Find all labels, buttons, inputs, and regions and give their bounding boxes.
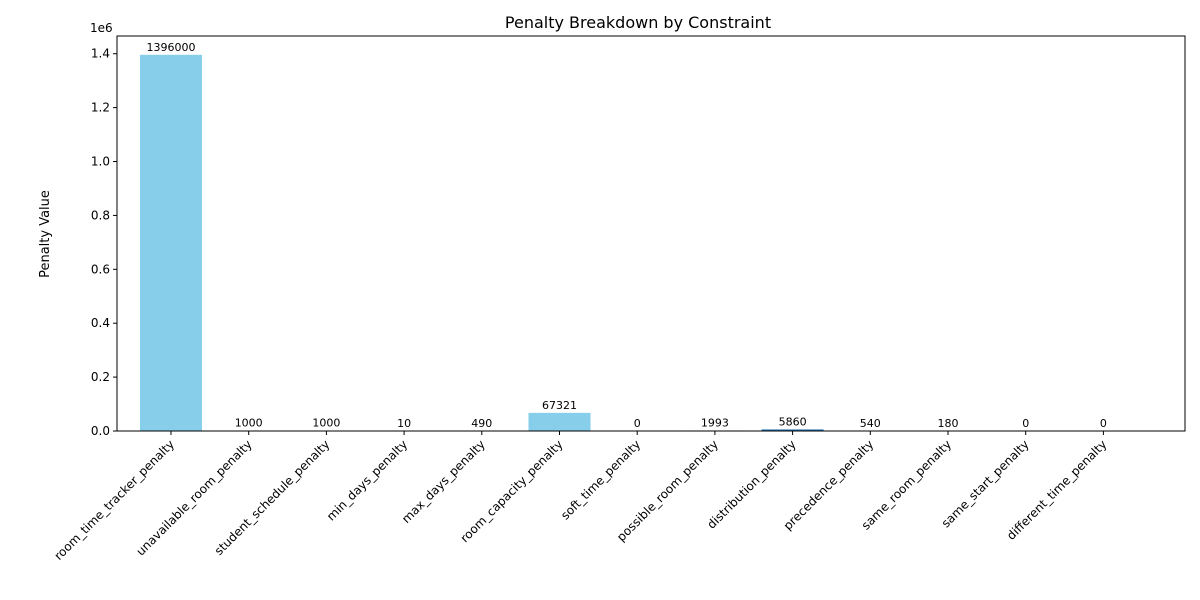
bar-value-label: 1993 <box>701 416 729 429</box>
x-tick-label: min_days_penalty <box>324 437 410 523</box>
x-tick-label: same_start_penalty <box>939 437 1032 530</box>
x-tick-label: distribution_penalty <box>704 437 798 531</box>
bar-value-label: 490 <box>471 417 492 430</box>
chart-title: Penalty Breakdown by Constraint <box>505 13 771 32</box>
bar-value-label: 1000 <box>235 417 263 430</box>
y-axis-label: Penalty Value <box>38 190 53 278</box>
bar-room-time-tracker-penalty <box>140 54 202 432</box>
bar-value-label: 0 <box>1100 417 1107 430</box>
bar-value-label: 180 <box>938 417 959 430</box>
x-axis-ticks: room_time_tracker_penaltyunavailable_roo… <box>51 431 1110 563</box>
x-tick-label: room_time_tracker_penalty <box>51 437 177 563</box>
bar-value-label: 10 <box>397 417 411 430</box>
bar-value-labels: 1396000 1000 1000 10 490 67321 0 1993 5860 540 180… <box>147 41 1107 430</box>
bar-value-label: 540 <box>860 417 881 430</box>
y-tick-label: 1.0 <box>91 155 110 169</box>
y-tick-label: 0.6 <box>91 262 110 276</box>
x-tick-label: soft_time_penalty <box>558 437 643 522</box>
bar-value-label: 0 <box>634 417 641 430</box>
y-axis-ticks: 0.0 0.2 0.4 0.6 0.8 1.0 1.2 1.4 <box>91 47 117 438</box>
y-tick-label: 0.4 <box>91 316 110 330</box>
y-axis-scale-label: 1e6 <box>90 21 113 35</box>
bar-value-label: 0 <box>1022 417 1029 430</box>
y-tick-label: 1.4 <box>91 47 110 61</box>
bar-distribution-penalty <box>761 429 824 431</box>
y-tick-label: 0.8 <box>91 208 110 222</box>
bar-value-label: 1396000 <box>147 41 196 54</box>
y-tick-label: 1.2 <box>91 101 110 115</box>
bar-value-label: 5860 <box>779 415 807 428</box>
plot-frame <box>116 35 1186 432</box>
bar-value-label: 1000 <box>312 417 340 430</box>
bar-value-label: 67321 <box>542 399 577 412</box>
y-tick-label: 0.0 <box>91 424 110 438</box>
x-tick-label: max_days_penalty <box>399 437 488 526</box>
bar-room-capacity-penalty <box>528 412 591 431</box>
bars-group <box>140 54 979 432</box>
y-tick-label: 0.2 <box>91 370 110 384</box>
